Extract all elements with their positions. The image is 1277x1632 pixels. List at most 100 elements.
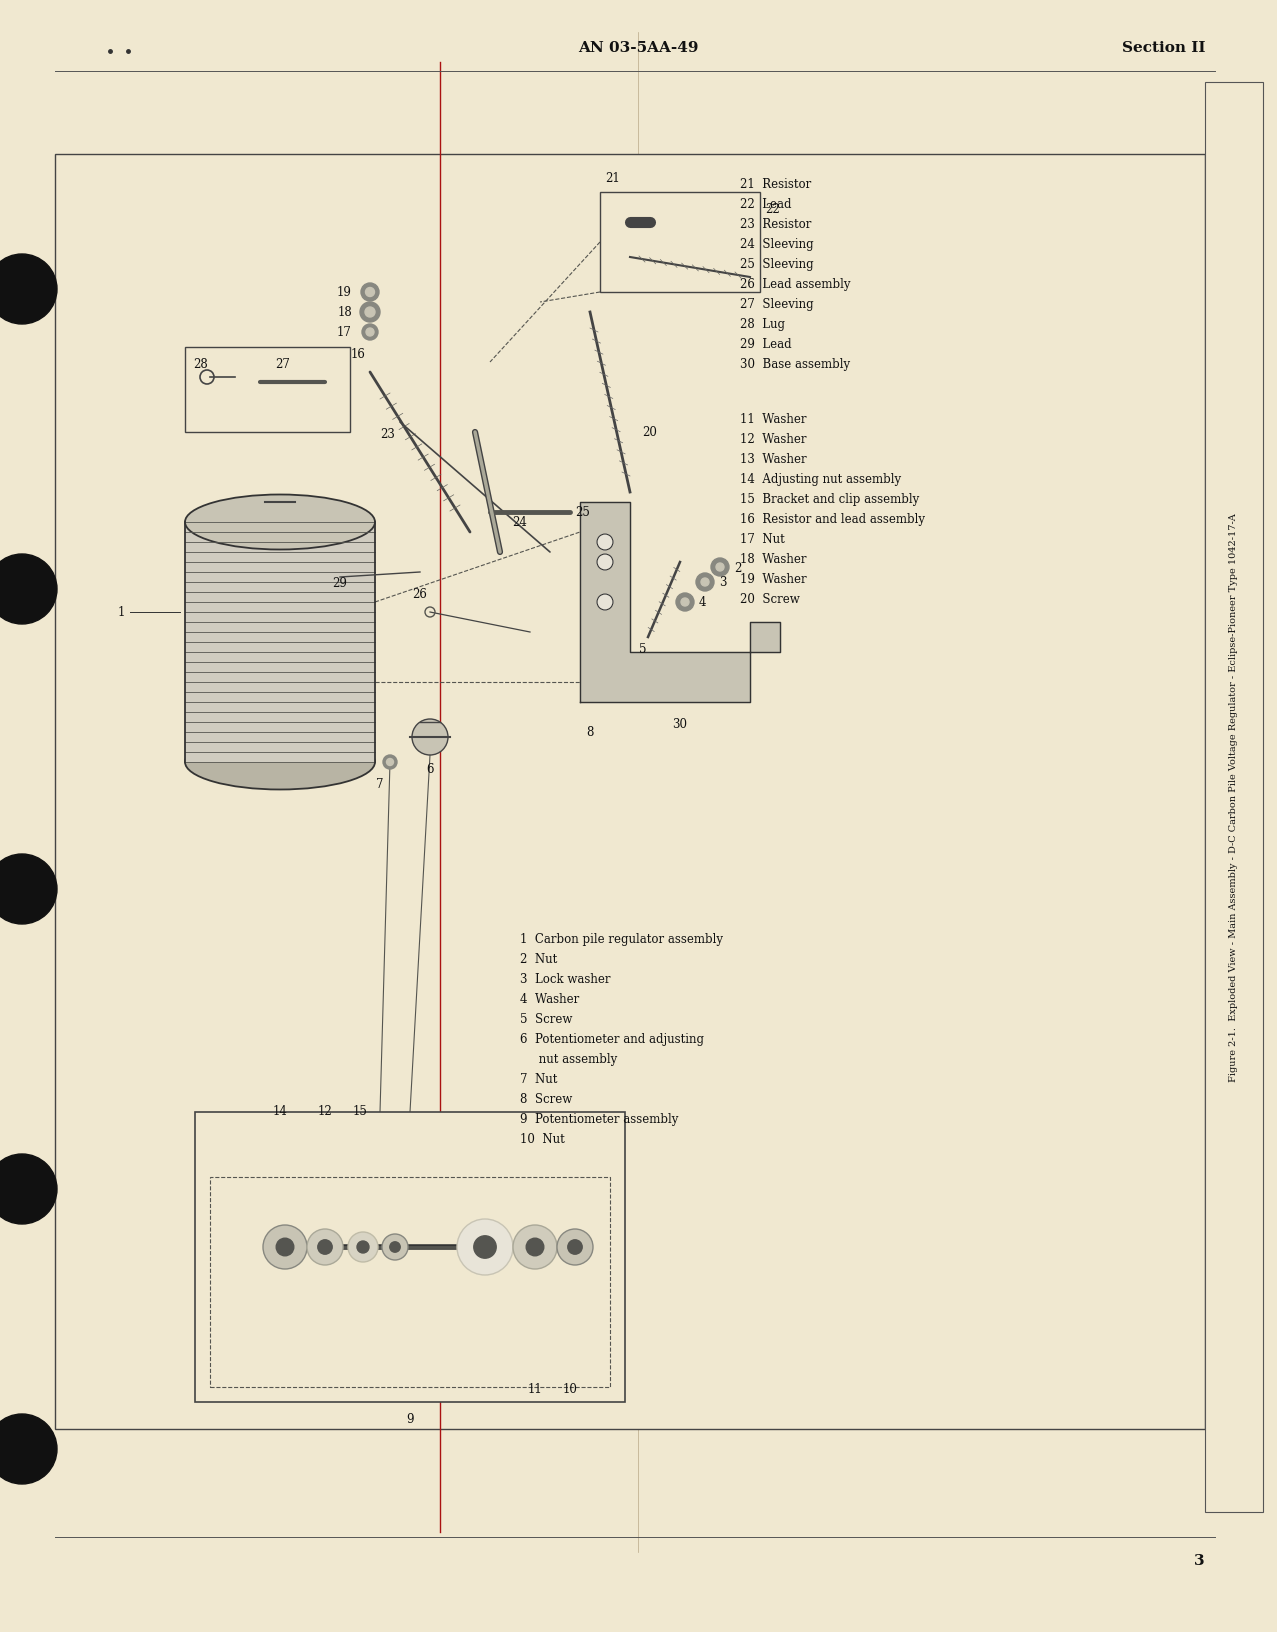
Text: 22  Lead: 22 Lead xyxy=(739,197,792,211)
Text: Figure 2-1.  Exploded View - Main Assembly - D-C Carbon Pile Voltage Regulator -: Figure 2-1. Exploded View - Main Assembl… xyxy=(1230,514,1239,1082)
Text: 5  Screw: 5 Screw xyxy=(520,1012,572,1025)
Circle shape xyxy=(598,535,613,550)
Text: 8: 8 xyxy=(586,726,594,739)
Circle shape xyxy=(716,563,724,571)
Text: 16  Resistor and lead assembly: 16 Resistor and lead assembly xyxy=(739,512,925,526)
Text: 11: 11 xyxy=(527,1382,543,1395)
Circle shape xyxy=(526,1239,544,1257)
Circle shape xyxy=(412,720,448,756)
Text: 16: 16 xyxy=(350,348,365,361)
Text: 29  Lead: 29 Lead xyxy=(739,338,792,351)
Circle shape xyxy=(598,555,613,571)
Text: 23: 23 xyxy=(381,428,395,441)
Bar xyxy=(185,522,375,762)
Circle shape xyxy=(0,255,57,325)
Text: 21  Resistor: 21 Resistor xyxy=(739,178,811,191)
Ellipse shape xyxy=(185,734,375,790)
Text: 24: 24 xyxy=(512,516,527,529)
Text: 6: 6 xyxy=(427,762,434,775)
Text: 3: 3 xyxy=(719,576,727,589)
Text: Section II: Section II xyxy=(1121,41,1205,55)
Circle shape xyxy=(681,599,690,607)
Circle shape xyxy=(696,574,714,592)
Text: AN 03-5AA-49: AN 03-5AA-49 xyxy=(577,41,699,55)
Text: 15: 15 xyxy=(352,1105,368,1118)
Circle shape xyxy=(457,1219,513,1275)
Bar xyxy=(195,1113,624,1402)
Bar xyxy=(185,348,350,432)
Text: 17  Nut: 17 Nut xyxy=(739,532,785,545)
Circle shape xyxy=(358,1242,369,1253)
Circle shape xyxy=(349,1232,378,1262)
Circle shape xyxy=(0,1154,57,1224)
Text: 14  Adjusting nut assembly: 14 Adjusting nut assembly xyxy=(739,473,902,486)
Text: 27: 27 xyxy=(275,357,290,370)
Circle shape xyxy=(568,1240,582,1255)
Circle shape xyxy=(360,304,381,323)
Text: 21: 21 xyxy=(605,171,619,184)
Circle shape xyxy=(0,555,57,625)
Text: 7  Nut: 7 Nut xyxy=(520,1072,557,1085)
Text: 30  Base assembly: 30 Base assembly xyxy=(739,357,850,370)
Text: 25: 25 xyxy=(575,506,590,519)
Bar xyxy=(55,155,1205,1430)
Text: 20  Screw: 20 Screw xyxy=(739,592,799,605)
Circle shape xyxy=(318,1240,332,1255)
Text: 8  Screw: 8 Screw xyxy=(520,1092,572,1105)
Circle shape xyxy=(365,308,375,318)
Text: 12  Washer: 12 Washer xyxy=(739,432,807,446)
Circle shape xyxy=(387,759,393,765)
Text: 22: 22 xyxy=(765,202,780,215)
Text: 4: 4 xyxy=(699,596,706,609)
Text: 5: 5 xyxy=(640,643,646,656)
Circle shape xyxy=(389,1242,400,1252)
Text: 1  Carbon pile regulator assembly: 1 Carbon pile regulator assembly xyxy=(520,932,723,945)
Text: 15  Bracket and clip assembly: 15 Bracket and clip assembly xyxy=(739,493,919,506)
Text: 7: 7 xyxy=(377,777,384,790)
Circle shape xyxy=(361,284,379,302)
Text: 11  Washer: 11 Washer xyxy=(739,413,807,426)
Text: 12: 12 xyxy=(318,1105,332,1118)
Text: 24  Sleeving: 24 Sleeving xyxy=(739,238,813,251)
Circle shape xyxy=(276,1239,294,1257)
Text: 20: 20 xyxy=(642,426,656,439)
Text: 25  Sleeving: 25 Sleeving xyxy=(739,258,813,271)
Circle shape xyxy=(513,1226,557,1270)
Circle shape xyxy=(361,325,378,341)
Text: 18  Washer: 18 Washer xyxy=(739,553,807,566)
Circle shape xyxy=(711,558,729,576)
Bar xyxy=(1205,83,1263,1513)
Circle shape xyxy=(557,1229,593,1265)
Text: 28  Lug: 28 Lug xyxy=(739,318,785,331)
Text: 9: 9 xyxy=(406,1412,414,1425)
Ellipse shape xyxy=(185,494,375,550)
Text: 3  Lock washer: 3 Lock washer xyxy=(520,973,610,986)
Bar xyxy=(209,1177,610,1387)
Circle shape xyxy=(598,594,613,610)
Text: 26: 26 xyxy=(412,588,428,601)
Text: 3: 3 xyxy=(1194,1554,1205,1567)
Text: 29: 29 xyxy=(332,576,347,589)
Circle shape xyxy=(306,1229,344,1265)
Text: 14: 14 xyxy=(272,1105,287,1118)
Circle shape xyxy=(382,1234,407,1260)
Circle shape xyxy=(701,579,709,586)
Circle shape xyxy=(474,1235,497,1258)
Circle shape xyxy=(383,756,397,770)
Text: 10: 10 xyxy=(563,1382,577,1395)
Circle shape xyxy=(365,289,374,297)
Text: 6  Potentiometer and adjusting: 6 Potentiometer and adjusting xyxy=(520,1033,704,1046)
Circle shape xyxy=(676,594,693,612)
Text: 27  Sleeving: 27 Sleeving xyxy=(739,297,813,310)
Text: 30: 30 xyxy=(673,718,687,731)
Text: 9  Potentiometer assembly: 9 Potentiometer assembly xyxy=(520,1113,678,1126)
Polygon shape xyxy=(580,503,780,702)
Text: 17: 17 xyxy=(337,326,352,339)
Circle shape xyxy=(263,1226,306,1270)
Text: 18: 18 xyxy=(337,307,352,320)
Text: 28: 28 xyxy=(193,357,208,370)
Text: 23  Resistor: 23 Resistor xyxy=(739,217,811,230)
Text: 4  Washer: 4 Washer xyxy=(520,992,580,1005)
Text: 2: 2 xyxy=(734,561,742,574)
Text: 10  Nut: 10 Nut xyxy=(520,1133,564,1146)
